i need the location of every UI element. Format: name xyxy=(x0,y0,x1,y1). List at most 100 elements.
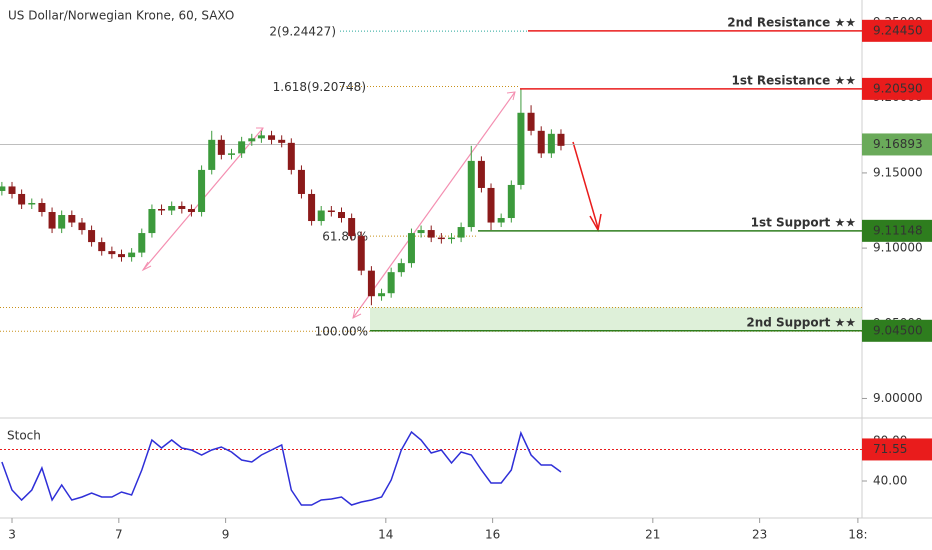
candle-body xyxy=(527,112,535,131)
stoch-line xyxy=(1,430,562,506)
level-name: 1st Support ★★ xyxy=(751,215,856,229)
price-label: 9.11148 xyxy=(873,223,923,237)
candle-body xyxy=(287,142,295,170)
candle-body xyxy=(0,186,6,191)
x-tick-label: 14 xyxy=(378,528,393,542)
x-tick-label: 18: xyxy=(848,528,867,542)
candle-body xyxy=(297,169,305,194)
x-tick-label: 16 xyxy=(485,528,500,542)
candle-body xyxy=(178,205,186,210)
x-tick-label: 3 xyxy=(8,528,16,542)
projection-arrow xyxy=(572,141,599,229)
candle-body xyxy=(98,242,106,252)
candle-body xyxy=(467,160,475,228)
candle-body xyxy=(278,139,286,143)
candle-body xyxy=(537,130,545,154)
candle-body xyxy=(517,112,525,185)
candle-body xyxy=(457,227,465,238)
level-name: 1st Resistance ★★ xyxy=(731,73,856,87)
stoch-level-label: 71.55 xyxy=(873,442,907,456)
arrow-head xyxy=(352,308,362,319)
candle-body xyxy=(238,141,246,154)
candle-body xyxy=(158,209,166,211)
arrow-head xyxy=(589,213,602,233)
candle-body xyxy=(317,210,325,222)
candle-body xyxy=(78,222,86,231)
candle-body xyxy=(407,233,415,264)
candle-body xyxy=(427,230,435,238)
y-tick-label: 9.15000 xyxy=(873,165,923,179)
candle-body xyxy=(497,218,505,223)
price-label: 9.20590 xyxy=(873,81,923,95)
candle-body xyxy=(88,230,96,243)
candle-body xyxy=(337,212,345,219)
trend-drawing xyxy=(352,91,516,319)
candle-body xyxy=(68,215,76,223)
candle-body xyxy=(108,251,116,255)
price-label: 9.04500 xyxy=(873,323,923,337)
candle-body xyxy=(547,133,555,154)
candle-body xyxy=(378,293,386,297)
candle-body xyxy=(198,169,206,213)
candle-body xyxy=(557,133,565,146)
y-tick-label: 9.10000 xyxy=(873,241,923,255)
candle-body xyxy=(8,186,16,194)
stoch-level-box xyxy=(862,438,932,461)
candle-body xyxy=(128,252,136,258)
candle-body xyxy=(487,187,495,223)
fib-label: 100.00% xyxy=(315,325,368,339)
candle-body xyxy=(348,218,356,237)
candle-body xyxy=(227,153,235,155)
stoch-tick-label: 40.00 xyxy=(873,474,907,488)
x-tick-label: 23 xyxy=(752,528,767,542)
candle-body xyxy=(387,272,395,294)
candle-body xyxy=(187,209,195,213)
price-label-box xyxy=(862,19,932,42)
stoch-label: Stoch xyxy=(7,429,41,443)
candle-body xyxy=(48,212,56,229)
chart-title: US Dollar/Norwegian Krone, 60, SAXO xyxy=(8,9,234,23)
candle-body xyxy=(437,237,445,240)
candle-body xyxy=(28,202,36,205)
candle-body xyxy=(257,135,265,139)
candle-body xyxy=(357,236,365,271)
candle-body xyxy=(138,233,146,253)
y-tick-label: 9.00000 xyxy=(873,391,923,405)
candle-body xyxy=(208,139,216,170)
x-tick-label: 7 xyxy=(115,528,123,542)
candle-body xyxy=(477,160,485,188)
candle-body xyxy=(217,139,225,155)
candle-body xyxy=(38,202,46,213)
candle-body xyxy=(248,138,256,142)
candle-body xyxy=(168,205,176,211)
candle-body xyxy=(308,193,316,222)
price-label-box xyxy=(862,219,932,242)
arrow-head xyxy=(506,91,516,101)
x-tick-label: 21 xyxy=(645,528,660,542)
candle-body xyxy=(148,209,156,234)
candle-body xyxy=(367,270,375,297)
fib-label: 2(9.24427) xyxy=(269,25,336,39)
level-name: 2nd Support ★★ xyxy=(746,315,856,329)
last-price-box xyxy=(862,133,932,156)
candle-body xyxy=(327,210,335,213)
arrow-head xyxy=(141,261,152,272)
candle-body xyxy=(417,230,425,234)
support-zone xyxy=(370,307,862,331)
candle-body xyxy=(507,184,515,219)
price-label-box xyxy=(862,77,932,100)
candle-body xyxy=(117,254,125,258)
candle-body xyxy=(397,263,405,273)
last-price-label: 9.16893 xyxy=(873,137,923,151)
candle-body xyxy=(58,215,66,229)
fib-label: 61.80% xyxy=(322,230,368,244)
price-label-box xyxy=(862,319,932,342)
price-label: 9.24450 xyxy=(873,23,923,37)
level-name: 2nd Resistance ★★ xyxy=(727,15,856,29)
candle-body xyxy=(448,237,456,240)
fib-label: 1.618(9.20748) xyxy=(273,80,366,94)
x-tick-label: 9 xyxy=(222,528,230,542)
candle-body xyxy=(18,193,26,205)
